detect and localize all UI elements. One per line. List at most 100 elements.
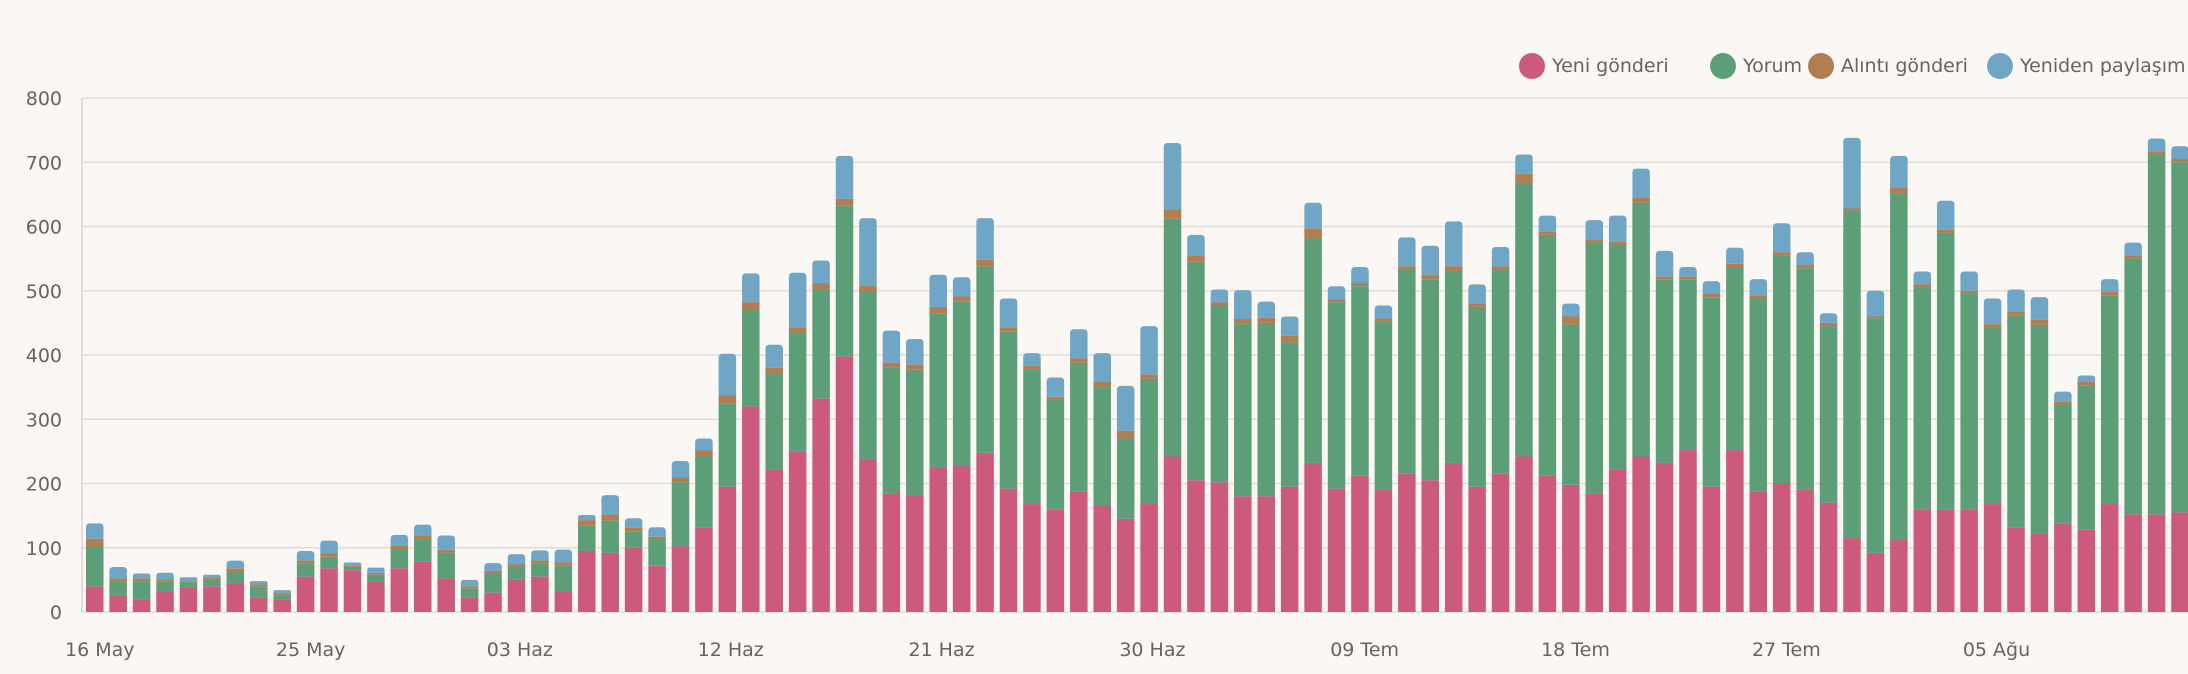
bar-stack[interactable] [86,523,104,612]
bar-stack[interactable] [1843,137,1861,612]
bar-stack[interactable] [1819,313,1838,612]
bar-stack[interactable] [1116,385,1135,612]
bar-stack[interactable] [1960,271,1978,612]
bar-stack[interactable] [2147,138,2166,612]
bar-stack[interactable] [929,274,947,612]
bar-stack[interactable] [460,579,479,612]
bar-stack[interactable] [742,273,760,612]
bar-stack[interactable] [718,353,737,612]
bar-stack[interactable] [1632,168,1650,612]
bar-stack[interactable] [1398,237,1416,612]
bar-segment-0 [296,576,315,612]
bar-stack[interactable] [1585,220,1604,612]
bar-stack[interactable] [1538,215,1557,612]
bar-stack[interactable] [1140,326,1158,612]
bar-stack[interactable] [1655,250,1674,612]
bar-segment-3 [1374,305,1393,319]
bar-stack[interactable] [343,562,362,612]
bar-stack[interactable] [765,344,783,612]
bar-stack[interactable] [179,577,198,612]
bar-stack[interactable] [1866,290,1885,612]
bar-stack[interactable] [2007,289,2025,612]
legend-item[interactable]: Yeni gönderi [1519,53,1669,79]
bar-stack[interactable] [1210,289,1229,612]
bar-stack[interactable] [2030,297,2049,612]
bar-stack[interactable] [1913,271,1932,612]
bar-stack[interactable] [484,563,502,612]
bar-stack[interactable] [1726,247,1744,612]
bar-stack[interactable] [1890,155,1908,612]
bar-stack[interactable] [906,338,924,612]
bar-stack[interactable] [2100,279,2119,612]
bar-stack[interactable] [788,272,807,612]
bar-stack[interactable] [156,572,174,612]
bar-stack[interactable] [2171,146,2188,612]
bar-stack[interactable] [1327,286,1346,612]
bar-stack[interactable] [1679,266,1697,612]
bar-stack[interactable] [695,438,713,612]
bar-stack[interactable] [1562,303,1580,612]
bar-stack[interactable] [554,549,573,612]
bar-stack[interactable] [2077,375,2096,612]
bar-stack[interactable] [1444,221,1463,612]
bar-stack[interactable] [203,574,221,612]
bar-stack[interactable] [1608,215,1627,612]
bar-stack[interactable] [2124,242,2142,612]
bar-stack[interactable] [437,535,455,612]
bar-stack[interactable] [578,514,596,612]
bar-stack[interactable] [1070,329,1088,612]
bar-stack[interactable] [250,581,268,612]
bar-stack[interactable] [1257,301,1276,612]
bar-stack[interactable] [1515,154,1533,612]
bar-stack[interactable] [1421,245,1440,612]
bar-stack[interactable] [859,218,877,612]
bar-stack[interactable] [976,218,994,612]
bar-stack[interactable] [835,155,854,612]
bar-stack[interactable] [952,277,971,612]
bar-stack[interactable] [648,527,666,612]
legend-item[interactable]: Yeniden paylaşım [1987,53,2185,79]
bar-stack[interactable] [601,495,619,612]
bar-stack[interactable] [1772,223,1791,612]
bar-stack[interactable] [1163,142,1182,612]
bar-stack[interactable] [812,260,830,612]
bar-stack[interactable] [109,567,127,612]
bar-stack[interactable] [1468,284,1486,612]
bar-stack[interactable] [1187,234,1205,612]
legend-item[interactable]: Yorum [1710,53,1802,79]
bar-stack[interactable] [1234,290,1252,612]
bar-stack[interactable] [1304,202,1322,612]
bar-stack[interactable] [507,554,526,612]
bar-stack[interactable] [1702,281,1721,612]
bar-stack[interactable] [1491,247,1510,612]
bar-stack[interactable] [1351,266,1369,612]
legend-item[interactable]: Alıntı gönderi [1808,53,1968,79]
bar-stack[interactable] [1936,200,1955,612]
bar-stack[interactable] [882,330,901,612]
legend[interactable]: Yeni gönderi Yorum Alıntı gönderi Yeniden p… [1519,53,2185,79]
bar-stack[interactable] [1280,316,1299,612]
bar-stack[interactable] [1983,298,2002,612]
bar-segment-0 [437,578,455,612]
bar-segment-0 [320,568,338,612]
bar-stack[interactable] [1796,252,1814,612]
bar-stack[interactable] [671,461,690,612]
bar-stack[interactable] [296,550,315,612]
bar-stack[interactable] [1374,305,1393,612]
bar-stack[interactable] [531,550,549,612]
bar-stack[interactable] [999,298,1018,612]
bar-stack[interactable] [320,540,338,612]
bar-stack[interactable] [367,567,385,612]
bar-stack[interactable] [226,560,245,612]
bar-stack[interactable] [1093,353,1111,612]
bar-stack[interactable] [273,590,291,612]
bar-stack[interactable] [624,518,643,612]
bar-stack[interactable] [1023,353,1041,612]
bar-stack[interactable] [132,573,151,612]
bar-stack[interactable] [414,524,432,612]
bar-stack[interactable] [390,534,409,612]
bar-stack[interactable] [1749,279,1768,612]
bar-stack[interactable] [1046,377,1065,612]
bar-segment-2 [1960,290,1978,294]
bar-stack[interactable] [2054,391,2072,612]
